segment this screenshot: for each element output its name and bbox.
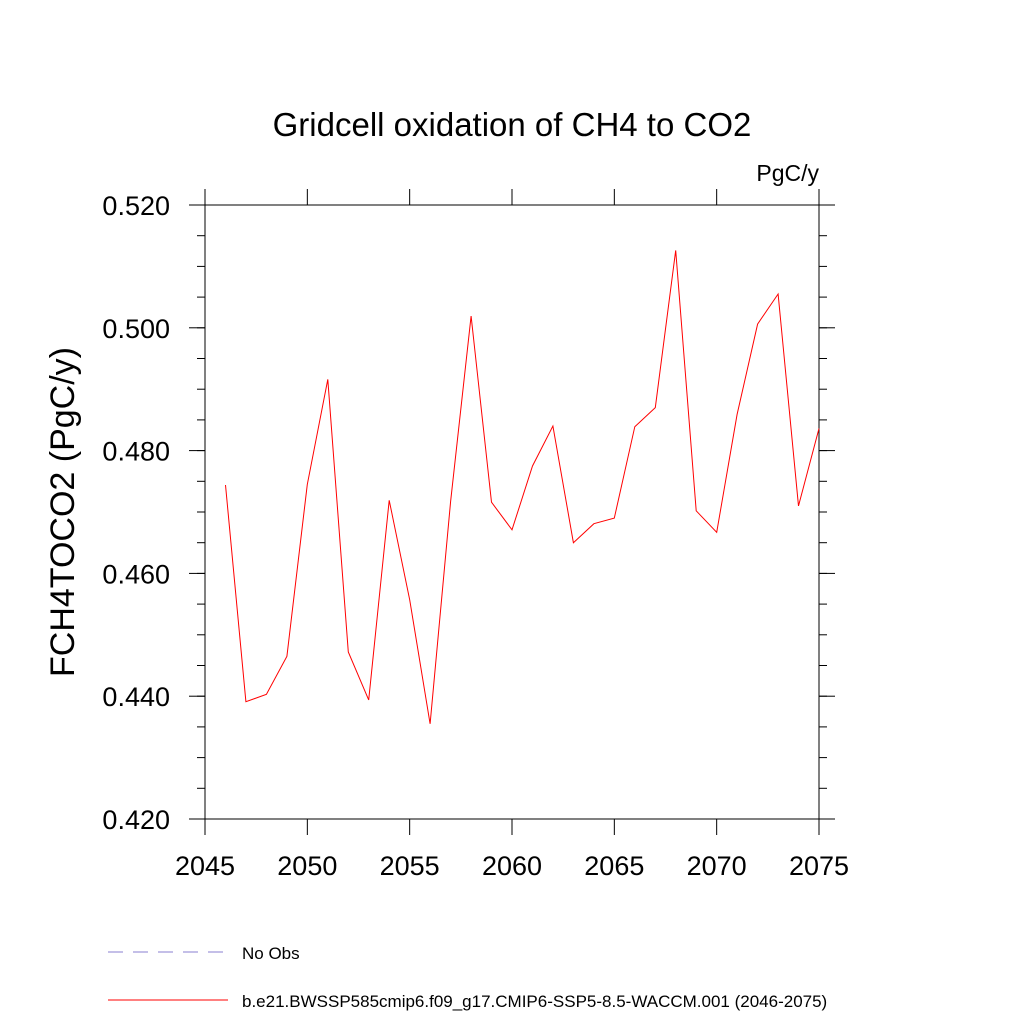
legend-label: b.e21.BWSSP585cmip6.f09_g17.CMIP6-SSP5-8… [242, 992, 827, 1011]
x-tick-label: 2050 [277, 851, 337, 881]
legend: No Obs b.e21.BWSSP585cmip6.f09_g17.CMIP6-… [108, 944, 827, 1011]
x-tick-label: 2060 [482, 851, 542, 881]
series-layer [225, 250, 820, 724]
legend-label: No Obs [242, 944, 300, 963]
y-tick-label: 0.500 [102, 314, 170, 344]
axis-ticks [189, 189, 835, 835]
tick-labels: 2045 2050 2055 2060 2065 2070 2075 0.420 0.440 0.… [102, 191, 849, 881]
plot-frame [204, 204, 820, 820]
series-line [225, 250, 820, 724]
x-tick-label: 2070 [687, 851, 747, 881]
x-tick-label: 2045 [175, 851, 235, 881]
y-axis-label: FCH4TOCO2 (PgC/y) [44, 347, 82, 677]
x-tick-label: 2075 [789, 851, 849, 881]
x-tick-label: 2055 [380, 851, 440, 881]
y-tick-label: 0.460 [102, 559, 170, 589]
units-label: PgC/y [756, 160, 819, 186]
y-tick-label: 0.520 [102, 191, 170, 221]
y-tick-label: 0.440 [102, 682, 170, 712]
x-tick-label: 2065 [584, 851, 644, 881]
y-tick-label: 0.480 [102, 437, 170, 467]
y-tick-label: 0.420 [102, 805, 170, 835]
chart-title: Gridcell oxidation of CH4 to CO2 [273, 106, 752, 143]
